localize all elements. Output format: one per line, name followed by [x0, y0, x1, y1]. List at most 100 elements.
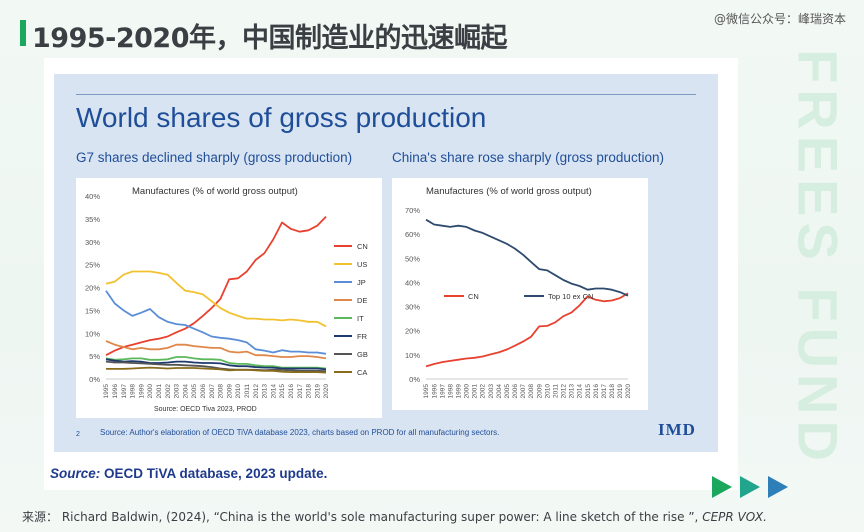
x-tick-label: 2020	[323, 384, 330, 399]
x-tick-label: 2001	[156, 384, 163, 399]
y-tick-label: 30%	[85, 238, 100, 247]
series-line-de	[105, 340, 327, 360]
legend-label: CA	[357, 368, 367, 377]
x-tick-label: 2012	[253, 384, 260, 399]
x-tick-label: 1996	[431, 384, 438, 399]
series-line-cn	[425, 292, 629, 368]
x-tick-label: 2014	[270, 384, 277, 399]
page-title: 1995-2020年，中国制造业的迅速崛起	[32, 23, 508, 54]
x-tick-label: 2016	[288, 384, 295, 399]
y-tick-label: 50%	[405, 254, 420, 263]
legend-label: DE	[357, 296, 367, 305]
x-tick-label: 2012	[561, 384, 568, 399]
chart-panel-china: Manufactures (% of world gross output) 0%…	[392, 178, 648, 410]
chart-china: Manufactures (% of world gross output) 0%…	[405, 186, 632, 399]
legend-label: Top 10 ex CN	[548, 292, 593, 301]
y-tick-label: 0%	[89, 375, 100, 384]
y-tick-label: 20%	[405, 327, 420, 336]
y-tick-label: 0%	[409, 375, 420, 384]
x-tick-label: 1997	[121, 384, 128, 399]
x-tick-label: 2008	[528, 384, 535, 399]
x-tick-label: 2006	[200, 384, 207, 399]
chart-panel-g7: Manufactures (% of world gross output) 0%…	[76, 178, 382, 418]
footer-source: 来源： Richard Baldwin, (2024), “China is t…	[22, 508, 767, 525]
y-tick-label: 60%	[405, 230, 420, 239]
card-source: Source: OECD TiVA database, 2023 update.	[50, 466, 327, 481]
slide-number: 2	[76, 431, 80, 438]
x-tick-label: 2014	[577, 384, 584, 399]
x-tick-label: 2013	[569, 384, 576, 399]
subtitle-china: China's share rose sharply (gross produc…	[392, 150, 664, 165]
x-tick-label: 2009	[536, 384, 543, 399]
x-tick-label: 2019	[314, 384, 321, 399]
x-tick-label: 2010	[544, 384, 551, 399]
x-tick-label: 2002	[165, 384, 172, 399]
x-tick-label: 2017	[601, 384, 608, 399]
footer-journal: CEPR VOX.	[702, 510, 767, 524]
x-tick-label: 1996	[112, 384, 119, 399]
legend-label: CN	[468, 292, 479, 301]
chart-note: Source: OECD Tiva 2023, PROD	[154, 406, 257, 413]
slide-source-note: Source: Author's elaboration of OECD TiV…	[100, 428, 500, 437]
x-tick-label: 1999	[456, 384, 463, 399]
legend-label: CN	[357, 242, 368, 251]
x-tick-label: 1998	[130, 384, 137, 399]
x-tick-label: 2013	[262, 384, 269, 399]
x-tick-label: 2017	[297, 384, 304, 399]
x-tick-label: 2018	[609, 384, 616, 399]
slide-image: World shares of gross production G7 shar…	[54, 74, 718, 452]
chart-title: Manufactures (% of world gross output)	[426, 186, 592, 197]
series-line-top-10-ex-cn	[425, 218, 629, 297]
y-tick-label: 30%	[405, 303, 420, 312]
card-source-text: OECD TiVA database, 2023 update.	[100, 466, 328, 481]
series-line-gb	[105, 360, 327, 373]
card-source-label: Source:	[50, 466, 101, 481]
x-tick-label: 2015	[279, 384, 286, 399]
y-tick-label: 15%	[85, 306, 100, 315]
x-tick-label: 2008	[218, 384, 225, 399]
x-tick-label: 2005	[191, 384, 198, 399]
y-tick-label: 5%	[89, 352, 100, 361]
wechat-watermark: @微信公众号：峰瑞资本	[713, 12, 846, 26]
x-tick-label: 2000	[464, 384, 471, 399]
series-line-fr	[105, 358, 327, 371]
series-line-us	[105, 270, 327, 328]
x-tick-label: 2001	[472, 384, 479, 399]
x-tick-label: 2020	[625, 384, 632, 399]
x-tick-label: 1997	[439, 384, 446, 399]
legend-label: FR	[357, 332, 368, 341]
y-tick-label: 25%	[85, 261, 100, 270]
legend-label: GB	[357, 350, 368, 359]
x-tick-label: 2018	[306, 384, 313, 399]
x-tick-label: 1999	[138, 384, 145, 399]
arrow-1-icon	[712, 476, 732, 498]
arrow-2-icon	[740, 476, 760, 498]
slide-title: World shares of gross production	[76, 102, 487, 133]
footer-citation: 来源： Richard Baldwin, (2024), “China is t…	[22, 510, 703, 524]
slide-rule	[76, 94, 696, 95]
y-tick-label: 10%	[85, 329, 100, 338]
x-tick-label: 2003	[174, 384, 181, 399]
y-tick-label: 20%	[85, 284, 100, 293]
subtitle-g7: G7 shares declined sharply (gross produc…	[76, 150, 353, 165]
y-tick-label: 35%	[85, 215, 100, 224]
chart-title: Manufactures (% of world gross output)	[132, 186, 298, 197]
side-watermark-text: FREES FUND	[786, 49, 850, 467]
x-tick-label: 2004	[496, 384, 503, 399]
x-tick-label: 2019	[617, 384, 624, 399]
x-tick-label: 2009	[226, 384, 233, 399]
series-line-ca	[106, 366, 327, 374]
chart-g7: Manufactures (% of world gross output) 0%…	[85, 186, 368, 413]
arrow-3-icon	[768, 476, 788, 498]
x-tick-label: 2000	[147, 384, 154, 399]
x-tick-label: 2006	[512, 384, 519, 399]
x-tick-label: 1995	[103, 384, 110, 399]
x-tick-label: 2011	[244, 384, 251, 398]
x-tick-label: 2004	[182, 384, 189, 399]
x-tick-label: 2015	[585, 384, 592, 399]
legend-label: JP	[357, 278, 366, 287]
imd-logo: IMD	[658, 420, 696, 439]
x-tick-label: 2007	[209, 384, 216, 399]
y-tick-label: 10%	[405, 351, 420, 360]
title-accent-bar	[20, 20, 26, 46]
